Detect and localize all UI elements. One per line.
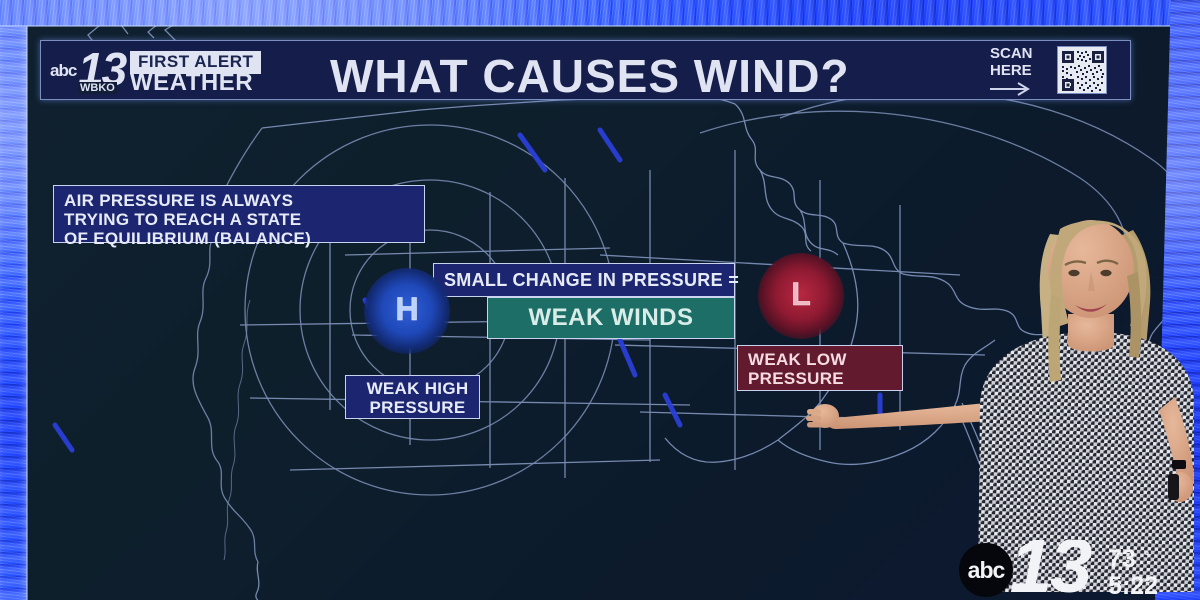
svg-text:H: H [395,294,418,327]
svg-text:5:22: 5:22 [1108,572,1158,600]
svg-text:L: L [791,279,811,312]
svg-text:°: ° [1144,548,1149,563]
svg-text:73: 73 [1108,545,1136,573]
svg-text:abc: abc [968,557,1006,583]
svg-text:13: 13 [1010,540,1092,600]
